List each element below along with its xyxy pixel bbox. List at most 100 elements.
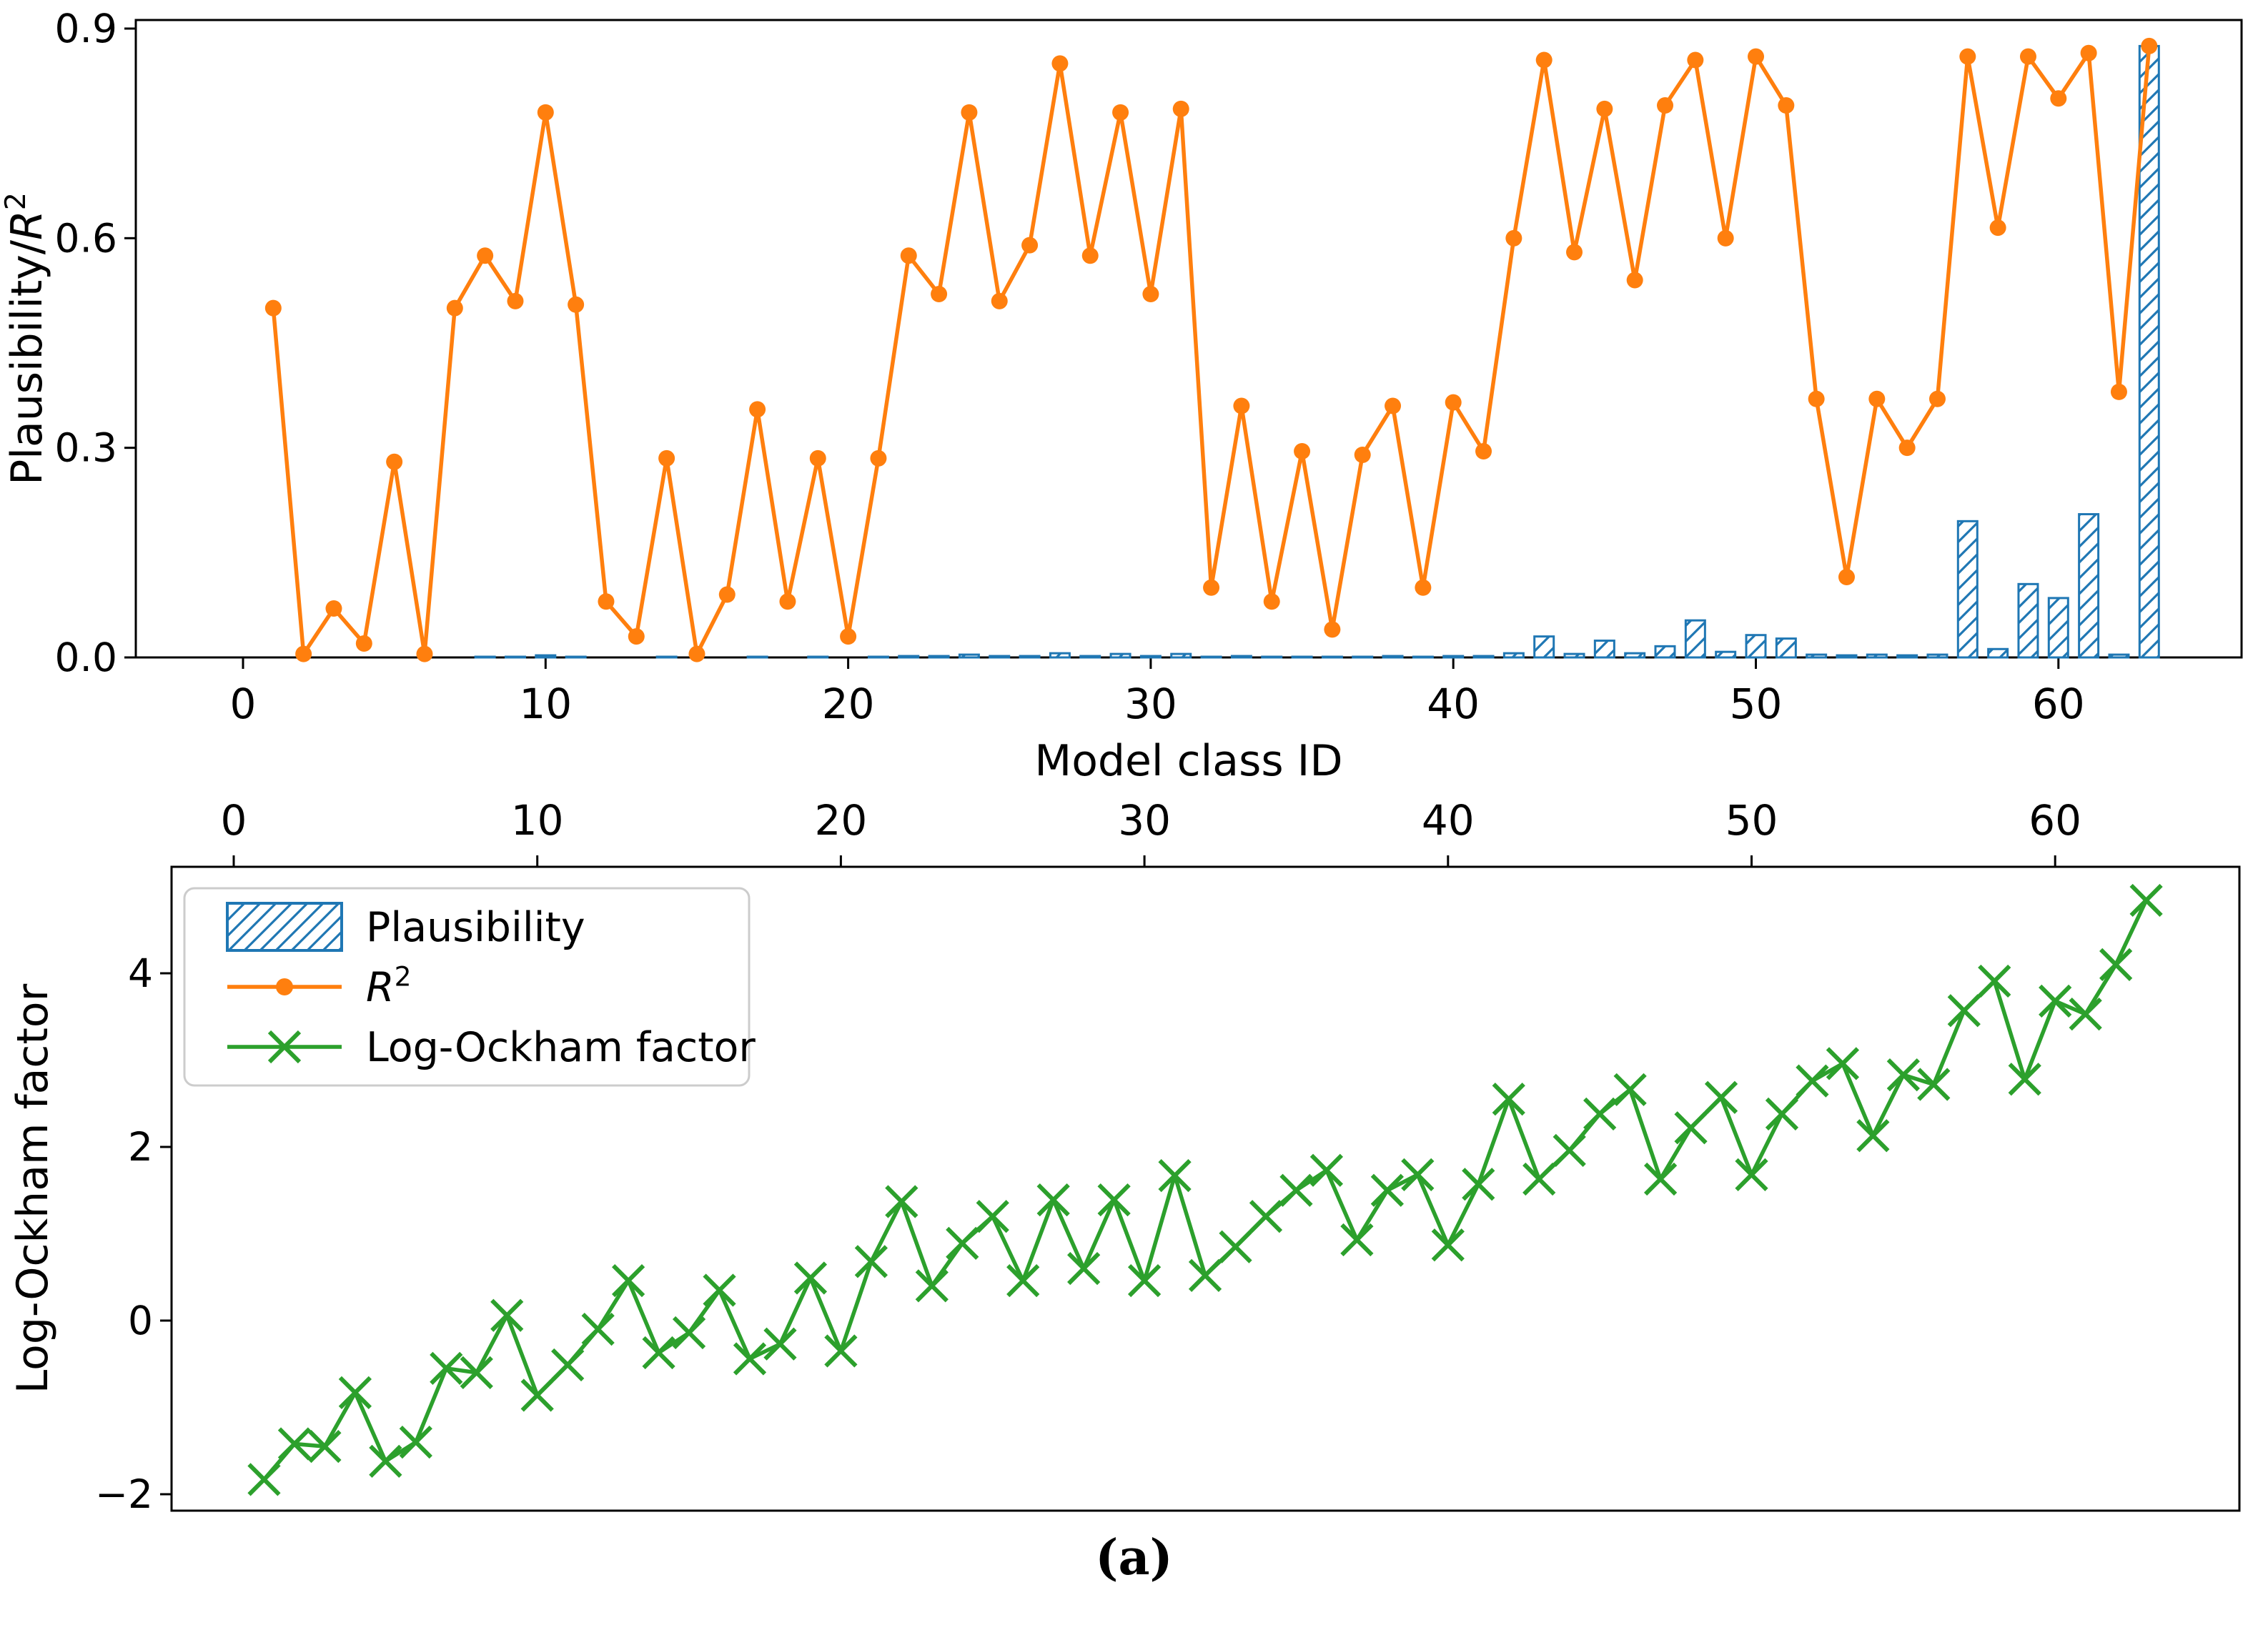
log-ockham-marker	[460, 1356, 493, 1390]
plausibility-bar	[2017, 582, 2039, 659]
plausibility-bars	[474, 44, 2160, 659]
r2-marker	[1898, 439, 1916, 457]
r2-marker	[325, 600, 342, 617]
bottom-y-tick-label: 0	[128, 1298, 153, 1343]
r2-marker	[2080, 44, 2097, 61]
log-ockham-marker	[2039, 984, 2072, 1018]
log-ockham-marker	[1674, 1111, 1708, 1145]
r2-marker	[1081, 247, 1099, 264]
r2-marker	[1868, 390, 1886, 407]
r2-series	[264, 37, 2158, 662]
log-ockham-marker	[1796, 1064, 1829, 1098]
r2-marker	[1959, 48, 1976, 65]
top-y-tick-label: 0.0	[55, 635, 117, 680]
r2-marker	[1596, 100, 1613, 117]
r2-marker	[537, 104, 554, 121]
bottom-x-tick-label: 40	[1422, 796, 1475, 845]
log-ockham-marker	[2129, 883, 2163, 918]
plausibility-bar	[1866, 653, 1888, 659]
top-y-axis-label-text: Plausibility/R2	[0, 192, 52, 485]
bottom-x-tick-label: 20	[814, 796, 867, 845]
log-ockham-marker	[1856, 1119, 1890, 1153]
r2-marker	[1657, 97, 1674, 114]
r2-marker	[991, 292, 1008, 309]
bottom-x-tick-label: 50	[1725, 796, 1778, 845]
legend-plausibility-label: Plausibility	[366, 904, 585, 951]
log-ockham-marker	[1826, 1047, 1860, 1080]
log-ockham-marker	[581, 1313, 615, 1346]
plausibility-bar	[1987, 647, 2009, 659]
bottom-chart: 0 10 20 30 40 50 60 −2 0 2 4 Log-Ockham factor	[8, 796, 2241, 1517]
r2-marker	[628, 628, 645, 645]
r2-marker	[264, 299, 282, 317]
plausibility-bar	[535, 654, 557, 659]
log-ockham-marker	[1613, 1073, 1647, 1106]
log-ockham-marker	[1583, 1097, 1617, 1130]
log-ockham-marker	[2099, 948, 2133, 981]
legend-r2-label: R2	[366, 960, 412, 1011]
plausibility-bar	[1139, 655, 1162, 659]
plausibility-bar	[1019, 655, 1041, 659]
r2-marker	[1415, 579, 1432, 596]
r2-marker	[900, 247, 917, 264]
log-ockham-marker	[703, 1273, 736, 1307]
plausibility-bar	[1382, 655, 1404, 659]
log-ockham-marker	[1006, 1263, 1040, 1298]
r2-marker	[688, 645, 705, 662]
log-ockham-marker	[430, 1351, 463, 1385]
log-ockham-marker	[338, 1376, 372, 1409]
plausibility-bar	[1049, 652, 1071, 659]
r2-marker	[1385, 397, 1402, 414]
r2-marker	[1989, 219, 2006, 237]
bottom-y-axis-label: Log-Ockham factor	[8, 983, 58, 1393]
log-ockham-marker	[1886, 1058, 1920, 1092]
plausibility-bar	[1775, 637, 1797, 659]
plausibility-bar	[1745, 634, 1767, 659]
log-ockham-marker	[2008, 1063, 2041, 1096]
top-x-tick-label: 40	[1427, 680, 1480, 728]
r2-marker	[477, 247, 494, 264]
r2-marker	[840, 628, 857, 645]
top-y-axis: 0.0 0.3 0.6 0.9	[55, 6, 136, 680]
top-y-tick-label: 0.6	[55, 215, 117, 261]
bottom-x-tick-label: 60	[2029, 796, 2081, 845]
log-ockham-marker	[399, 1425, 432, 1459]
log-ockham-marker	[915, 1269, 949, 1303]
log-ockham-marker	[369, 1444, 402, 1478]
log-ockham-marker	[824, 1334, 858, 1368]
log-ockham-marker	[1917, 1068, 1951, 1101]
r2-marker	[1294, 443, 1311, 460]
plausibility-bar	[1654, 645, 1676, 659]
plausibility-bar	[1502, 652, 1525, 659]
log-ockham-marker	[1370, 1173, 1404, 1207]
r2-marker	[2050, 90, 2067, 107]
r2-marker	[1142, 286, 1159, 303]
top-x-tick-label: 10	[519, 680, 572, 728]
log-ockham-marker	[1309, 1153, 1344, 1187]
plausibility-bar	[1593, 640, 1615, 659]
bottom-x-axis-top: 0 10 20 30 40 50 60	[221, 796, 2081, 867]
top-x-axis: 0 10 20 30 40 50 60	[230, 657, 2085, 728]
log-ockham-marker	[1067, 1251, 1101, 1286]
top-x-tick-label: 20	[822, 680, 875, 728]
top-x-tick-label: 60	[2032, 680, 2085, 728]
log-ockham-marker	[1401, 1158, 1435, 1192]
top-x-tick-label: 50	[1730, 680, 1783, 728]
log-ockham-marker	[1947, 994, 1981, 1028]
plausibility-bar	[1926, 653, 1948, 659]
bottom-x-tick-label: 10	[511, 796, 564, 845]
plausibility-bar	[1472, 655, 1495, 659]
log-ockham-marker	[2069, 997, 2102, 1031]
r2-marker	[568, 296, 585, 313]
r2-marker	[1687, 51, 1704, 69]
log-ockham-marker	[1522, 1162, 1556, 1196]
plausibility-bar	[1442, 655, 1465, 659]
r2-marker	[1324, 621, 1341, 638]
r2-marker	[446, 299, 463, 317]
plausibility-bar	[1624, 652, 1646, 659]
log-ockham-marker	[551, 1348, 585, 1382]
log-ockham-marker	[1765, 1097, 1799, 1130]
plausibility-bar	[1109, 652, 1131, 659]
plausibility-bar	[1533, 635, 1555, 659]
r2-marker	[779, 593, 796, 610]
